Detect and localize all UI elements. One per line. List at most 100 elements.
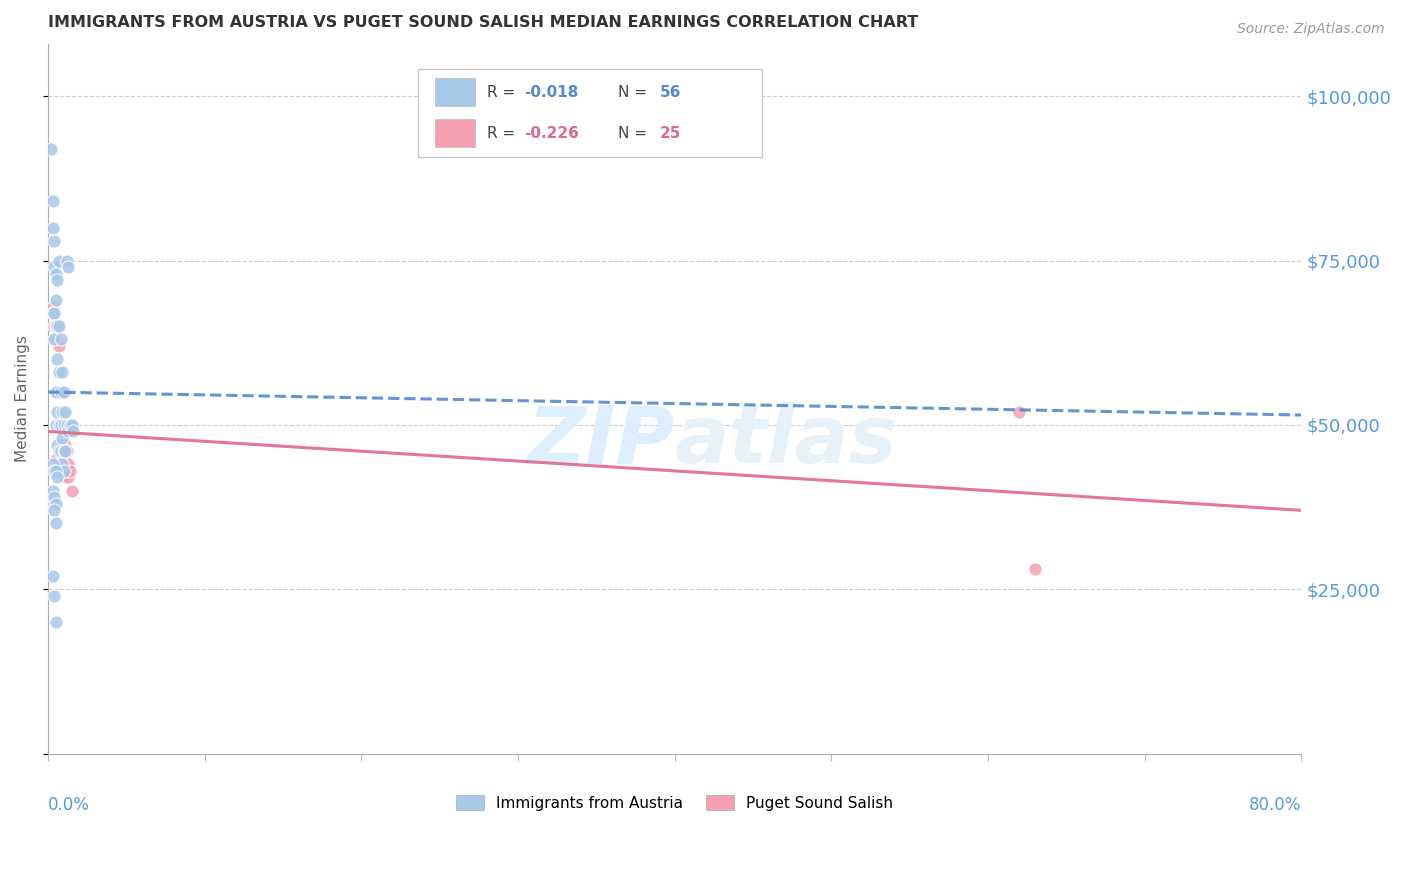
Point	[49, 384, 72, 399]
Text: R =: R =	[486, 85, 520, 100]
Point	[49, 333, 72, 347]
Point	[60, 417, 83, 432]
Point	[53, 444, 76, 458]
Point	[45, 417, 67, 432]
Point	[59, 464, 82, 478]
Point	[44, 306, 66, 320]
Point	[48, 365, 70, 379]
Point	[1024, 562, 1046, 576]
Point	[53, 437, 76, 451]
Point	[59, 417, 82, 432]
Text: -0.226: -0.226	[524, 126, 579, 141]
Point	[42, 220, 65, 235]
Point	[46, 273, 69, 287]
Point	[44, 497, 66, 511]
Point	[42, 458, 65, 472]
Point	[48, 417, 70, 432]
Point	[48, 444, 70, 458]
Point	[48, 458, 70, 472]
Point	[39, 142, 62, 156]
Point	[45, 384, 67, 399]
Point	[49, 464, 72, 478]
Point	[52, 384, 75, 399]
Point	[45, 464, 67, 478]
Text: Source: ZipAtlas.com: Source: ZipAtlas.com	[1237, 22, 1385, 37]
Point	[51, 365, 73, 379]
Point	[45, 417, 67, 432]
Text: -0.018: -0.018	[524, 85, 579, 100]
Y-axis label: Median Earnings: Median Earnings	[15, 335, 30, 462]
Point	[45, 497, 67, 511]
Point	[46, 437, 69, 451]
Point	[46, 450, 69, 465]
Point	[49, 444, 72, 458]
Point	[53, 405, 76, 419]
Point	[51, 464, 73, 478]
Point	[44, 589, 66, 603]
Point	[46, 319, 69, 334]
Point	[52, 444, 75, 458]
Text: N =: N =	[619, 126, 652, 141]
Text: atlas: atlas	[675, 402, 897, 480]
Text: 56: 56	[659, 85, 681, 100]
Point	[58, 458, 80, 472]
Point	[49, 384, 72, 399]
Point	[56, 253, 79, 268]
Point	[44, 464, 66, 478]
Point	[51, 417, 73, 432]
Point	[45, 267, 67, 281]
Text: ZIP: ZIP	[527, 402, 675, 480]
Point	[53, 470, 76, 484]
Point	[42, 483, 65, 498]
Point	[45, 319, 67, 334]
Point	[52, 464, 75, 478]
Point	[45, 333, 67, 347]
Point	[44, 319, 66, 334]
Legend: Immigrants from Austria, Puget Sound Salish: Immigrants from Austria, Puget Sound Sal…	[450, 789, 898, 817]
Point	[42, 300, 65, 314]
Point	[46, 405, 69, 419]
Point	[51, 431, 73, 445]
Text: 25: 25	[659, 126, 681, 141]
Point	[1008, 405, 1031, 419]
Point	[49, 417, 72, 432]
Point	[45, 516, 67, 531]
FancyBboxPatch shape	[436, 119, 475, 147]
Point	[44, 490, 66, 504]
Text: IMMIGRANTS FROM AUSTRIA VS PUGET SOUND SALISH MEDIAN EARNINGS CORRELATION CHART: IMMIGRANTS FROM AUSTRIA VS PUGET SOUND S…	[48, 15, 918, 30]
Point	[44, 260, 66, 274]
Point	[42, 194, 65, 209]
Point	[62, 425, 84, 439]
Point	[51, 458, 73, 472]
Point	[44, 234, 66, 248]
Point	[52, 417, 75, 432]
Point	[51, 405, 73, 419]
Point	[60, 483, 83, 498]
Point	[44, 503, 66, 517]
Point	[45, 293, 67, 307]
Point	[48, 319, 70, 334]
Point	[52, 464, 75, 478]
Point	[46, 470, 69, 484]
Point	[56, 444, 79, 458]
Point	[44, 333, 66, 347]
Point	[52, 417, 75, 432]
Point	[58, 470, 80, 484]
Point	[45, 615, 67, 629]
Text: 0.0%: 0.0%	[48, 796, 90, 814]
Text: N =: N =	[619, 85, 652, 100]
Point	[48, 253, 70, 268]
Point	[58, 425, 80, 439]
Point	[46, 352, 69, 367]
Point	[42, 569, 65, 583]
Point	[58, 260, 80, 274]
Point	[56, 417, 79, 432]
Text: 80.0%: 80.0%	[1249, 796, 1302, 814]
Text: R =: R =	[486, 126, 520, 141]
FancyBboxPatch shape	[418, 69, 762, 157]
Point	[46, 319, 69, 334]
Point	[42, 306, 65, 320]
Point	[48, 339, 70, 353]
Point	[56, 464, 79, 478]
FancyBboxPatch shape	[436, 78, 475, 106]
